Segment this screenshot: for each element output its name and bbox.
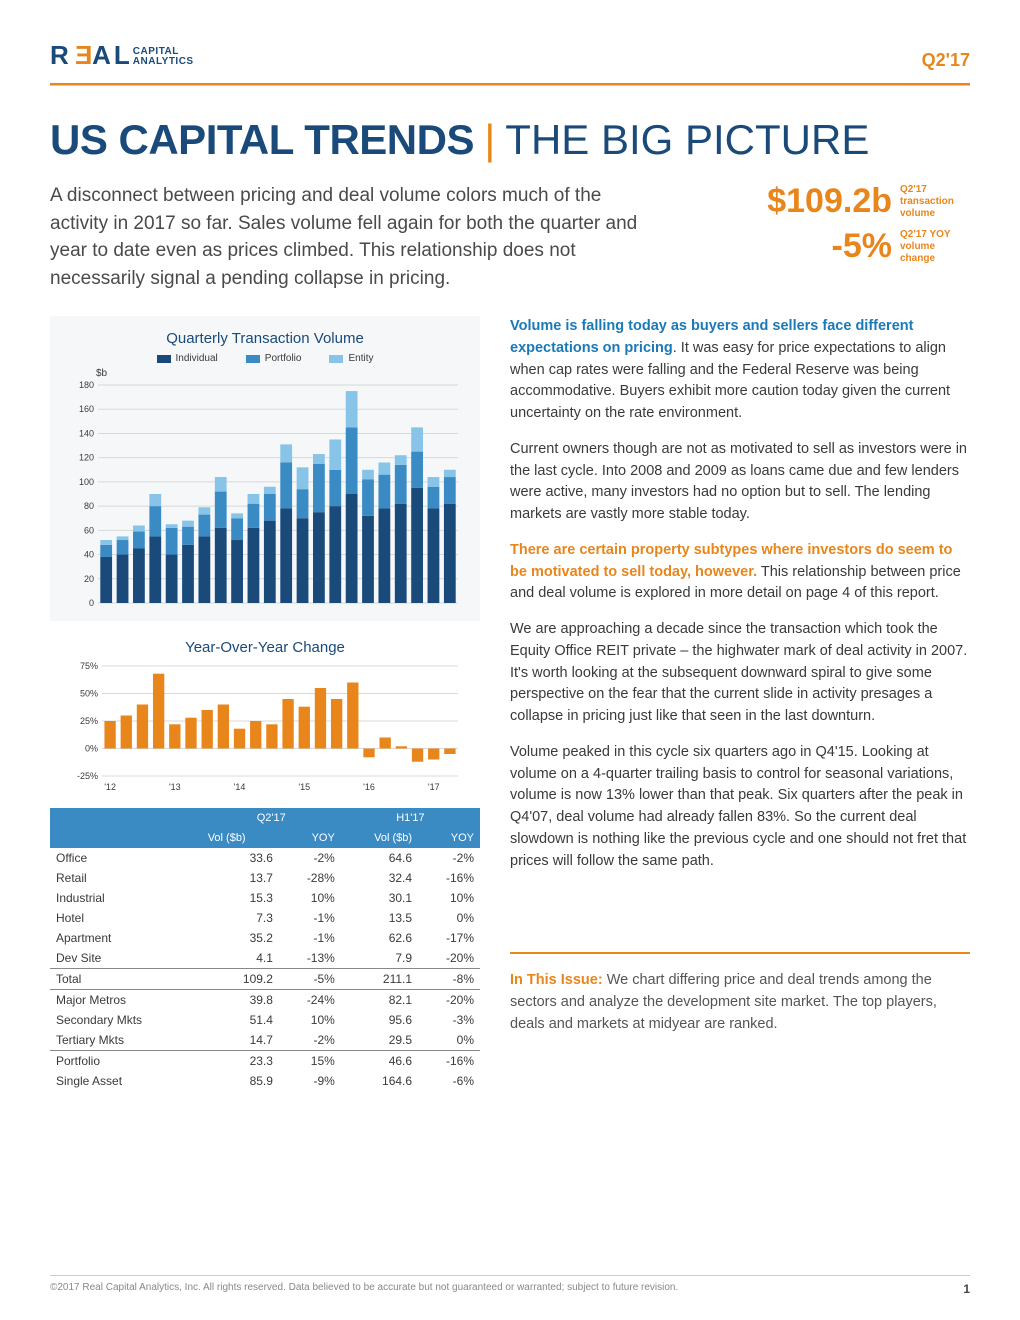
footer: ©2017 Real Capital Analytics, Inc. All r… <box>50 1275 970 1296</box>
table-row: Apartment35.2-1%62.6-17% <box>50 928 480 948</box>
title-part1: US CAPITAL TRENDS <box>50 116 474 163</box>
svg-text:180: 180 <box>79 381 94 390</box>
svg-text:50%: 50% <box>80 689 98 699</box>
legend-label-individual: Individual <box>176 353 218 364</box>
footer-copyright: ©2017 Real Capital Analytics, Inc. All r… <box>50 1282 678 1296</box>
table-row: Dev Site4.1-13%7.9-20% <box>50 948 480 969</box>
table-row: Secondary Mkts51.410%95.6-3% <box>50 1010 480 1030</box>
table-head: Q2'17 H1'17 Vol ($b) YOY Vol ($b) YOY <box>50 808 480 848</box>
table-row: Hotel7.3-1%13.50% <box>50 908 480 928</box>
header-rule-blue <box>50 85 970 86</box>
svg-text:60: 60 <box>84 526 94 536</box>
th-blank <box>50 808 202 848</box>
table-row: Retail13.7-28%32.4-16% <box>50 868 480 888</box>
svg-text:'14: '14 <box>234 782 246 792</box>
svg-text:'17: '17 <box>428 782 440 792</box>
svg-text:0: 0 <box>89 598 94 608</box>
logo-r: R <box>50 40 72 70</box>
legend-portfolio: Portfolio <box>246 353 302 364</box>
body-p3: There are certain property subtypes wher… <box>510 540 970 605</box>
th-group-q2: Q2'17 <box>202 808 341 828</box>
table-row: Single Asset85.9-9%164.6-6% <box>50 1071 480 1091</box>
stat-change: -5% Q2'17 YOY volume change <box>690 227 970 266</box>
legend-label-entity: Entity <box>348 353 373 364</box>
chart-quarterly-volume: Quarterly Transaction Volume Individual … <box>50 316 480 621</box>
svg-text:100: 100 <box>79 477 94 487</box>
table-row: Total109.2-5%211.1-8% <box>50 969 480 990</box>
chart2-title: Year-Over-Year Change <box>68 639 462 656</box>
legend-entity: Entity <box>329 353 373 364</box>
stat-box: $109.2b Q2'17 transaction volume -5% Q2'… <box>690 182 970 292</box>
table-row: Major Metros39.8-24%82.1-20% <box>50 990 480 1011</box>
logo-subtext: CAPITAL ANALYTICS <box>133 47 194 67</box>
svg-text:80: 80 <box>84 501 94 511</box>
svg-text:75%: 75% <box>80 662 98 671</box>
issue-label: In This Issue: <box>510 972 603 988</box>
svg-text:'16: '16 <box>363 782 375 792</box>
body-p4: We are approaching a decade since the tr… <box>510 619 970 728</box>
stat-volume-value: $109.2b <box>767 182 892 221</box>
logo: REAL CAPITAL ANALYTICS <box>50 40 194 71</box>
title-part2: THE BIG PICTURE <box>505 116 869 163</box>
left-column: Quarterly Transaction Volume Individual … <box>50 316 480 1091</box>
chart1-unit: $b <box>96 368 462 379</box>
table-row: Tertiary Mkts14.7-2%29.50% <box>50 1030 480 1051</box>
svg-text:-25%: -25% <box>77 771 98 781</box>
logo-sub-2: ANALYTICS <box>133 57 194 67</box>
logo-wordmark: REAL <box>50 40 133 71</box>
chart-yoy: Year-Over-Year Change -25% 0% 25% 50% 75% '12… <box>50 629 480 798</box>
logo-al: AL <box>92 40 133 70</box>
table-row: Portfolio23.315%46.6-16% <box>50 1051 480 1072</box>
th-yoy-q2: YOY <box>279 828 341 848</box>
stat-volume: $109.2b Q2'17 transaction volume <box>690 182 970 221</box>
chart1-svg: 0 20 40 60 80 100 120 140 160 180 <box>68 381 462 611</box>
svg-text:0%: 0% <box>85 744 98 754</box>
legend-individual: Individual <box>157 353 218 364</box>
table-row: Office33.6-2%64.6-2% <box>50 848 480 868</box>
legend-label-portfolio: Portfolio <box>265 353 302 364</box>
body-p5: Volume peaked in this cycle six quarters… <box>510 742 970 873</box>
chart1-title: Quarterly Transaction Volume <box>68 330 462 347</box>
th-vol-q2: Vol ($b) <box>202 828 279 848</box>
period-label: Q2'17 <box>922 50 970 71</box>
page-title: US CAPITAL TRENDS | THE BIG PICTURE <box>50 116 970 164</box>
table-row: Industrial15.310%30.110% <box>50 888 480 908</box>
in-this-issue: In This Issue: We chart differing price … <box>510 952 970 1035</box>
th-vol-h1: Vol ($b) <box>341 828 418 848</box>
th-yoy-h1: YOY <box>418 828 480 848</box>
header: REAL CAPITAL ANALYTICS Q2'17 <box>50 40 970 79</box>
table-body: Office33.6-2%64.6-2%Retail13.7-28%32.4-1… <box>50 848 480 1091</box>
data-table: Q2'17 H1'17 Vol ($b) YOY Vol ($b) YOY Of… <box>50 808 480 1091</box>
body-p2: Current owners though are not as motivat… <box>510 439 970 526</box>
th-group-h1: H1'17 <box>341 808 480 828</box>
main-columns: Quarterly Transaction Volume Individual … <box>50 316 970 1091</box>
intro-row: A disconnect between pricing and deal vo… <box>50 182 970 292</box>
svg-text:'12: '12 <box>104 782 116 792</box>
svg-text:160: 160 <box>79 404 94 414</box>
legend-swatch-individual <box>157 355 171 363</box>
stat-volume-label: Q2'17 transaction volume <box>900 184 970 220</box>
chart2-svg: -25% 0% 25% 50% 75% '12 '13 '14 '15 '16 '17 <box>68 662 462 792</box>
svg-text:140: 140 <box>79 429 94 439</box>
svg-text:25%: 25% <box>80 716 98 726</box>
legend-swatch-entity <box>329 355 343 363</box>
stat-change-label: Q2'17 YOY volume change <box>900 229 970 265</box>
stat-change-value: -5% <box>832 227 892 266</box>
right-column: Volume is falling today as buyers and se… <box>510 316 970 1091</box>
legend-swatch-portfolio <box>246 355 260 363</box>
chart1-legend: Individual Portfolio Entity <box>68 353 462 364</box>
svg-text:20: 20 <box>84 574 94 584</box>
intro-text: A disconnect between pricing and deal vo… <box>50 182 650 292</box>
title-sep: | <box>484 116 494 163</box>
logo-e: E <box>72 40 92 71</box>
body-p1: Volume is falling today as buyers and se… <box>510 316 970 425</box>
svg-text:120: 120 <box>79 453 94 463</box>
svg-text:40: 40 <box>84 550 94 560</box>
svg-text:'13: '13 <box>169 782 181 792</box>
footer-page: 1 <box>963 1282 970 1296</box>
svg-text:'15: '15 <box>298 782 310 792</box>
